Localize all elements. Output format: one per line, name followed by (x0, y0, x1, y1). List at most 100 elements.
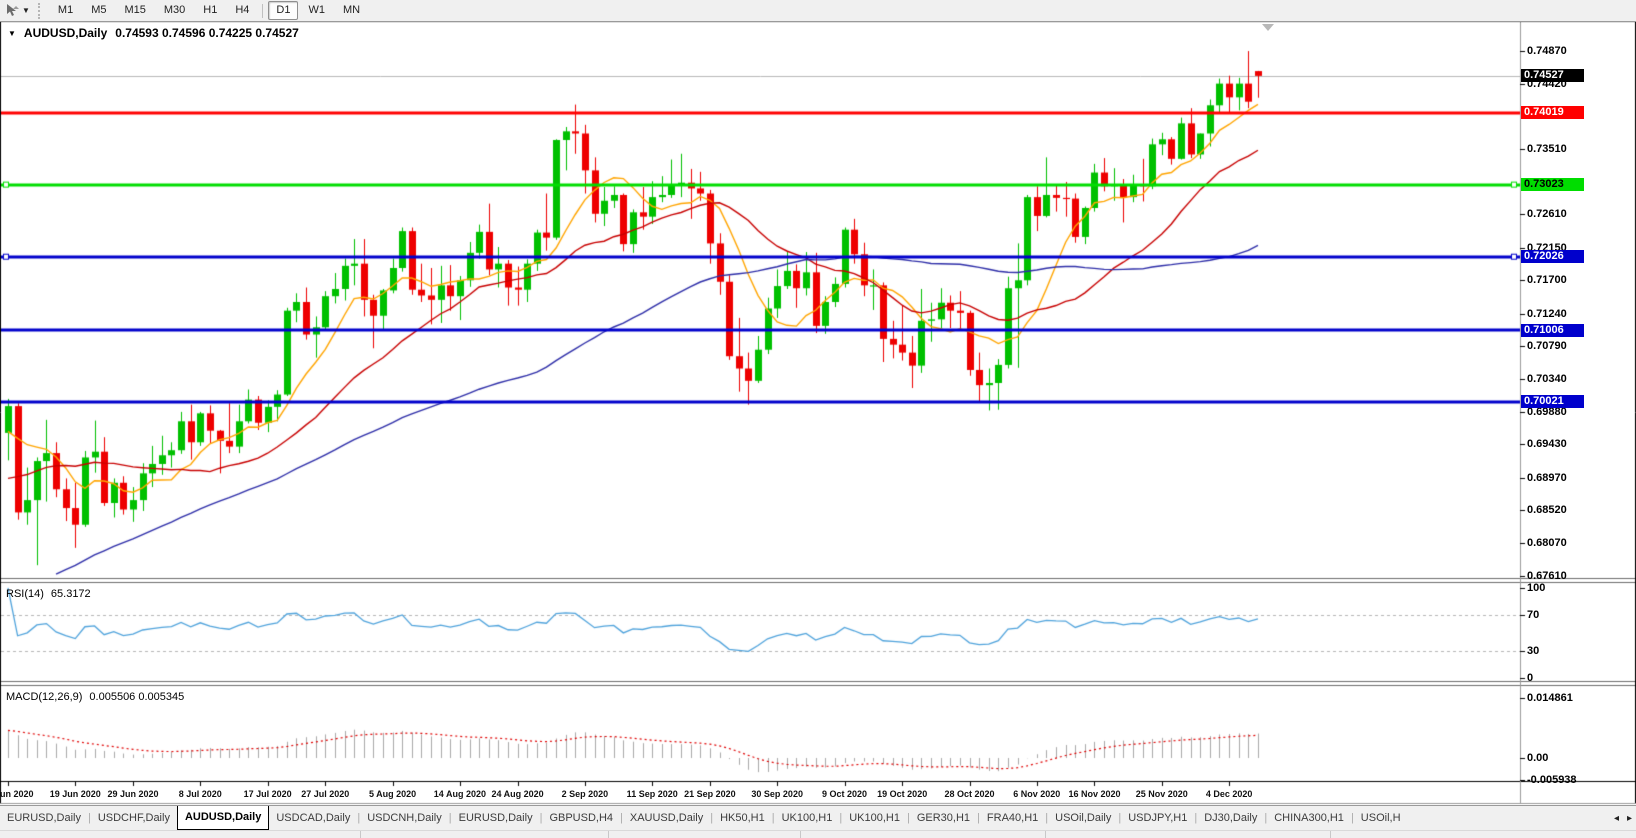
price-tick-label: 0.70340 (1527, 372, 1567, 385)
rsi-tick-label: 0 (1527, 672, 1534, 684)
price-badge-resistance-line[interactable]: 0.74019 (1521, 106, 1584, 120)
rsi-tick-label: 70 (1527, 609, 1540, 621)
status-divider (1330, 831, 1331, 838)
status-divider (1045, 831, 1046, 838)
price-tick-label: 0.68520 (1527, 504, 1567, 517)
tab-UK100-H1[interactable]: UK100,H1 (781, 812, 833, 824)
tab-scroll-right-icon[interactable]: ▸ (1626, 812, 1632, 824)
tab-USDCHF-Daily[interactable]: USDCHF,Daily (97, 812, 170, 824)
price-tick-label: 0.68970 (1527, 471, 1567, 484)
tab-scroll-left-icon[interactable]: ◂ (1613, 812, 1619, 824)
timeframe-button-MN[interactable]: MN (342, 4, 361, 16)
price-tick-label: 0.69430 (1527, 438, 1567, 451)
chart-tab-bar: EURUSD,Daily | USDCHF,Daily AUDUSD,Daily USD… (0, 805, 1636, 830)
timeframe-button-D1[interactable]: D1 (268, 1, 299, 20)
rsi-tick-label: 30 (1527, 645, 1540, 657)
tab-AUDUSD-Daily[interactable]: AUDUSD,Daily (176, 806, 270, 830)
date-tick-label: 14 Aug 2020 (433, 789, 486, 799)
date-tick-label: 19 Oct 2020 (877, 789, 928, 799)
price-tick-label: 0.71240 (1527, 307, 1567, 320)
tab-separator: | (710, 812, 714, 824)
date-tick-label: 16 Nov 2020 (1068, 789, 1121, 799)
date-tick-label: 28 Oct 2020 (944, 789, 995, 799)
macd-tick-label: -0.005938 (1527, 774, 1577, 786)
tab-GBPUSD-H4[interactable]: GBPUSD,H4 (549, 812, 614, 824)
tab-USDJPY-H1[interactable]: USDJPY,H1 (1128, 812, 1188, 824)
tab-EURUSD-Daily[interactable]: EURUSD,Daily (7, 812, 81, 824)
timeframe-button-M5[interactable]: M5 (91, 4, 107, 16)
timeframe-button-M30[interactable]: M30 (163, 4, 186, 16)
tab-HK50-H1[interactable]: HK50,H1 (720, 812, 765, 824)
toolbar-separator (262, 3, 264, 18)
chart-symbol-label: AUDUSD,Daily (23, 26, 108, 40)
tab-USOil-Daily[interactable]: USOil,Daily (1055, 812, 1112, 824)
chevron-down-icon[interactable]: ▼ (22, 6, 30, 15)
chart-cursor-icon[interactable] (3, 3, 21, 19)
timeframe-button-M15[interactable]: M15 (124, 4, 146, 16)
date-tick-label: 17 Jul 2020 (243, 789, 292, 799)
date-tick-label: 10 Jun 2020 (0, 789, 34, 799)
rsi-tick-label: 100 (1527, 582, 1546, 594)
tab-separator: | (448, 812, 452, 824)
tab-separator: | (87, 812, 91, 824)
date-tick-label: 8 Jul 2020 (178, 789, 222, 799)
tab-separator: | (1194, 812, 1198, 824)
tab-USDCNH-Daily[interactable]: USDCNH,Daily (367, 812, 442, 824)
tab-EURUSD-Daily[interactable]: EURUSD,Daily (458, 812, 533, 824)
status-divider (800, 831, 801, 838)
price-badge-support-line[interactable]: 0.73023 (1521, 178, 1584, 192)
macd-label: MACD(12,26,9) 0.005506 0.005345 (6, 691, 184, 703)
date-tick-label: 2 Sep 2020 (561, 789, 609, 799)
price-badge-current-price[interactable]: 0.74527 (1521, 69, 1584, 83)
date-tick-label: 9 Oct 2020 (821, 789, 868, 799)
tab-USDCAD-Daily[interactable]: USDCAD,Daily (276, 812, 351, 824)
price-badge-support-line[interactable]: 0.71006 (1521, 323, 1584, 337)
tab-CHINA300-H1[interactable]: CHINA300,H1 (1274, 812, 1344, 824)
chart-title: ▼ AUDUSD,Daily 0.74593 0.74596 0.74225 0… (8, 26, 299, 40)
tab-XAUUSD-Daily[interactable]: XAUUSD,Daily (629, 812, 704, 824)
price-tick-label: 0.73510 (1527, 143, 1567, 156)
tab-scroll-buttons: ◂ ▸ (1607, 806, 1632, 830)
tab-separator: | (1045, 812, 1049, 824)
timeframe-button-M1[interactable]: M1 (57, 4, 74, 16)
tab-separator: | (357, 812, 361, 824)
rsi-value: 65.3172 (50, 588, 91, 600)
tab-USOil-H[interactable]: USOil,H (1360, 812, 1401, 824)
price-tick-label: 0.74870 (1527, 45, 1567, 58)
window-menu-arrow-icon[interactable]: ▼ (8, 28, 16, 38)
date-tick-label: 6 Nov 2020 (1013, 789, 1061, 799)
tab-separator: | (620, 812, 623, 824)
date-tick-label: 11 Sep 2020 (626, 789, 678, 799)
timeframe-button-H4[interactable]: H4 (235, 4, 250, 16)
chart-shift-marker-icon[interactable] (1262, 24, 1274, 31)
tab-separator: | (839, 812, 843, 824)
rsi-name: RSI(14) (6, 588, 44, 600)
price-tick-label: 0.71700 (1527, 274, 1567, 287)
timeframe-button-W1[interactable]: W1 (308, 4, 325, 16)
price-badge-support-line[interactable]: 0.72026 (1521, 250, 1584, 264)
tab-UK100-H1[interactable]: UK100,H1 (849, 812, 900, 824)
chart-tabs: EURUSD,Daily | USDCHF,Daily AUDUSD,Daily USD… (0, 806, 1408, 830)
tab-FRA40-H1[interactable]: FRA40,H1 (986, 812, 1039, 824)
macd-tick-label: 0.014861 (1527, 692, 1573, 704)
timeframe-buttons: M1 M5 M15 M30 H1 H4 D1 W1 MN (49, 1, 369, 20)
price-tick-label: 0.67610 (1527, 570, 1567, 583)
price-badge-support-line[interactable]: 0.70021 (1521, 395, 1584, 409)
price-tick-label: 0.72610 (1527, 208, 1567, 221)
date-tick-label: 30 Sep 2020 (751, 789, 803, 799)
chart-quote-values: 0.74593 0.74596 0.74225 0.74527 (115, 26, 299, 40)
tab-separator: | (906, 812, 910, 824)
timeframe-button-H1[interactable]: H1 (203, 4, 218, 16)
toolbar-grip[interactable] (37, 2, 45, 19)
price-tick-label: 0.69880 (1527, 405, 1567, 418)
tab-separator: | (977, 812, 980, 824)
timeframe-toolbar: ▼ M1 M5 M15 M30 H1 H4 D1 W1 MN (0, 0, 1636, 22)
tab-separator: | (771, 812, 775, 824)
date-tick-label: 25 Nov 2020 (1135, 789, 1188, 799)
price-tick-label: 0.68070 (1527, 536, 1567, 549)
date-tick-label: 24 Aug 2020 (491, 789, 544, 799)
tab-DJ30-Daily[interactable]: DJ30,Daily (1204, 812, 1258, 824)
tab-GER30-H1[interactable]: GER30,H1 (916, 812, 971, 824)
